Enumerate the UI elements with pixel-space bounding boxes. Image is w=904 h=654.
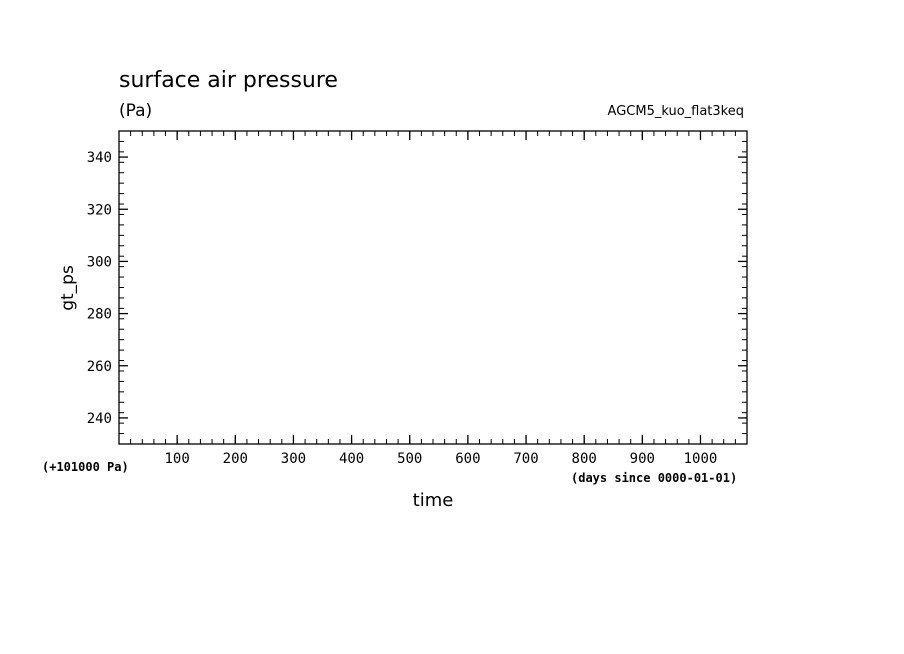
x-tick-label: 300 [281,451,306,467]
tick-labels: 100 200 300 400 500 600 700 800 900 1000 240 260 280… [87,150,718,467]
y-tick-label: 280 [87,307,112,323]
x-axis-label: time [412,490,454,511]
x-unit-note: (days since 0000-01-01) [571,471,738,485]
x-tick-label: 200 [223,451,248,467]
y-tick-label: 240 [87,411,112,427]
experiment-label: AGCM5_kuo_flat3keq [607,104,744,119]
x-tick-label: 400 [339,451,364,467]
plot-frame [118,130,748,445]
y-offset-note: (+101000 Pa) [42,460,129,474]
major-ticks [119,131,747,444]
y-tick-label: 320 [87,202,112,218]
minor-ticks [119,131,747,444]
y-tick-label: 260 [87,359,112,375]
x-tick-label: 500 [397,451,422,467]
x-tick-label: 700 [513,451,538,467]
x-tick-label: 1000 [684,451,718,467]
chart-title: surface air pressure [119,68,338,93]
y-tick-label: 340 [87,150,112,166]
x-tick-label: 600 [455,451,480,467]
y-tick-label: 300 [87,254,112,270]
x-tick-label: 100 [164,451,189,467]
y-axis-label: gt_ps [58,265,78,311]
x-tick-label: 900 [630,451,655,467]
chart-units: (Pa) [119,101,153,121]
x-tick-label: 800 [572,451,597,467]
